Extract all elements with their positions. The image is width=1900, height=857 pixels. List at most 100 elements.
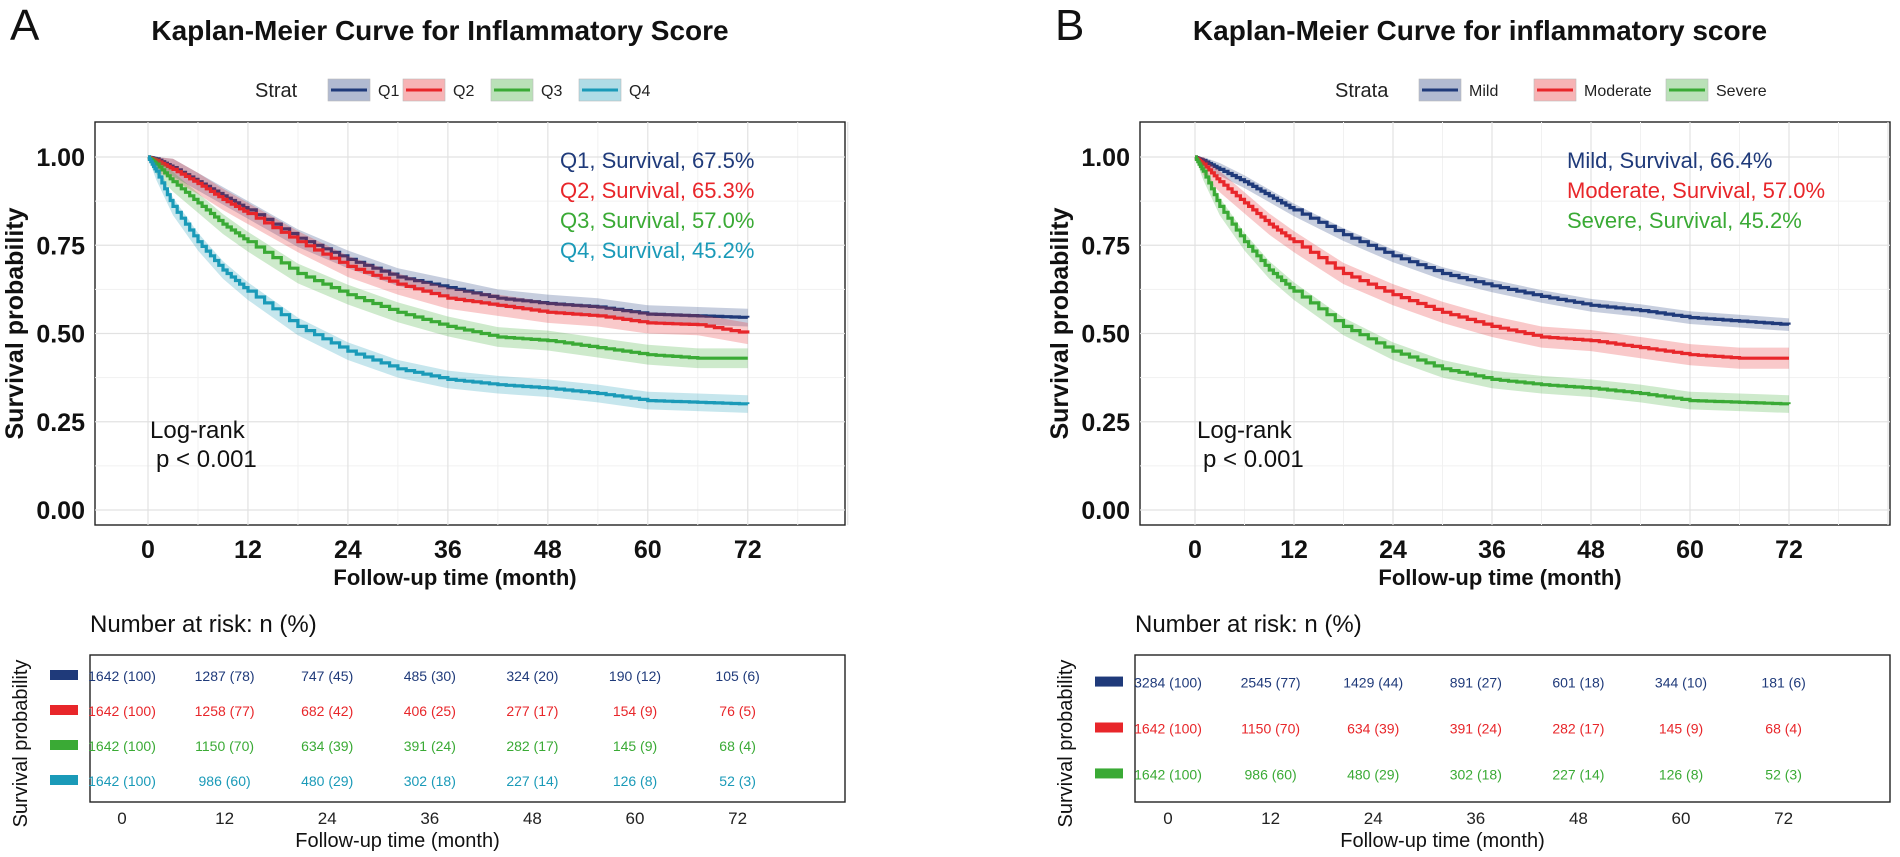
risk-x-tick-label: 12 <box>215 809 234 828</box>
risk-y-axis-label: Survival probability <box>1055 660 1077 828</box>
risk-cell: 1642 (100) <box>1134 721 1202 737</box>
survival-curve-mild <box>1194 155 1791 326</box>
risk-cell: 601 (18) <box>1552 675 1604 691</box>
logrank-pvalue: p < 0.001 <box>1203 446 1304 473</box>
survival-annotation: Q2, Survival, 65.3% <box>560 178 754 203</box>
survival-annotation: Mild, Survival, 66.4% <box>1567 148 1772 173</box>
survival-annotation: Moderate, Survival, 57.0% <box>1567 178 1825 203</box>
risk-table-title: Number at risk: n (%) <box>1135 611 1362 638</box>
x-tick-label: 12 <box>1280 536 1308 564</box>
risk-cell: 391 (24) <box>404 738 456 754</box>
risk-x-tick-label: 24 <box>1364 809 1383 828</box>
risk-x-tick-label: 48 <box>523 809 542 828</box>
risk-row-color-key <box>50 775 78 785</box>
risk-cell: 485 (30) <box>404 668 456 684</box>
risk-cell: 277 (17) <box>506 703 558 719</box>
y-tick-label: 0.00 <box>1081 497 1130 525</box>
risk-cell: 1429 (44) <box>1343 675 1403 691</box>
x-tick-label: 48 <box>534 536 562 564</box>
x-tick-label: 72 <box>1775 536 1803 564</box>
risk-table-frame <box>89 654 846 803</box>
survival-annotation: Q3, Survival, 57.0% <box>560 208 754 233</box>
risk-cell: 634 (39) <box>301 738 353 754</box>
risk-row-color-key <box>50 740 78 750</box>
risk-cell: 634 (39) <box>1347 721 1399 737</box>
risk-x-tick-label: 60 <box>626 809 645 828</box>
risk-table-frame <box>1134 654 1891 803</box>
chart-title: Kaplan-Meier Curve for Inflammatory Scor… <box>151 15 728 46</box>
y-tick-label: 0.00 <box>36 497 85 525</box>
risk-cell: 1642 (100) <box>88 773 156 789</box>
x-tick-label: 48 <box>1577 536 1605 564</box>
risk-row-color-key <box>50 705 78 715</box>
chart-title: Kaplan-Meier Curve for inflammatory scor… <box>1193 15 1767 46</box>
legend-label: Q2 <box>453 83 474 100</box>
risk-x-tick-label: 36 <box>420 809 439 828</box>
risk-cell: 126 (8) <box>613 773 657 789</box>
risk-cell: 891 (27) <box>1450 675 1502 691</box>
y-tick-label: 1.00 <box>36 144 85 172</box>
legend-label: Q3 <box>541 83 562 100</box>
risk-cell: 68 (4) <box>1765 721 1802 737</box>
y-tick-label: 0.75 <box>36 232 85 260</box>
logrank-label: Log-rank <box>150 417 246 444</box>
risk-cell: 682 (42) <box>301 703 353 719</box>
risk-cell: 145 (9) <box>613 738 657 754</box>
legend-label: Severe <box>1716 83 1767 100</box>
x-axis-label: Follow-up time (month) <box>333 565 576 590</box>
risk-cell: 406 (25) <box>404 703 456 719</box>
risk-cell: 154 (9) <box>613 703 657 719</box>
risk-cell: 282 (17) <box>506 738 558 754</box>
risk-row-color-key <box>1095 768 1123 779</box>
y-tick-label: 0.50 <box>36 321 85 349</box>
risk-cell: 2545 (77) <box>1241 675 1301 691</box>
legend-title: Strat <box>255 80 298 102</box>
legend-label: Q4 <box>629 83 650 100</box>
x-tick-label: 60 <box>1676 536 1704 564</box>
risk-cell: 747 (45) <box>301 668 353 684</box>
survival-curve-q2 <box>147 155 750 334</box>
risk-cell: 1642 (100) <box>88 703 156 719</box>
x-tick-label: 72 <box>734 536 762 564</box>
risk-cell: 1642 (100) <box>88 668 156 684</box>
risk-cell: 282 (17) <box>1552 721 1604 737</box>
risk-cell: 344 (10) <box>1655 675 1707 691</box>
risk-cell: 145 (9) <box>1659 721 1703 737</box>
risk-cell: 986 (60) <box>199 773 251 789</box>
risk-cell: 1150 (70) <box>195 738 254 754</box>
risk-cell: 181 (6) <box>1761 675 1805 691</box>
risk-cell: 52 (3) <box>719 773 756 789</box>
survival-curve-q3 <box>147 155 748 360</box>
survival-curve-q4 <box>147 155 750 406</box>
x-tick-label: 36 <box>1478 536 1506 564</box>
survival-curve-severe <box>1194 155 1791 406</box>
risk-cell: 480 (29) <box>1347 766 1399 782</box>
y-tick-label: 0.50 <box>1081 321 1130 349</box>
panel-a-letter: A <box>10 1 40 50</box>
survival-curve-moderate <box>1194 155 1789 360</box>
x-tick-label: 0 <box>141 536 155 564</box>
risk-cell: 1150 (70) <box>1241 721 1300 737</box>
risk-x-axis-label: Follow-up time (month) <box>1340 830 1545 852</box>
risk-cell: 391 (24) <box>1450 721 1502 737</box>
risk-x-tick-label: 60 <box>1672 809 1691 828</box>
x-tick-label: 0 <box>1188 536 1202 564</box>
risk-cell: 227 (14) <box>1552 766 1604 782</box>
risk-cell: 68 (4) <box>719 738 756 754</box>
risk-cell: 1258 (77) <box>195 703 255 719</box>
risk-cell: 190 (12) <box>609 668 661 684</box>
legend-title: Strata <box>1335 80 1389 102</box>
risk-cell: 986 (60) <box>1245 766 1297 782</box>
risk-x-axis-label: Follow-up time (month) <box>295 830 500 852</box>
y-tick-label: 0.25 <box>36 409 85 437</box>
risk-row-color-key <box>1095 676 1123 687</box>
risk-cell: 227 (14) <box>506 773 558 789</box>
panel-b-letter: B <box>1055 1 1084 50</box>
y-tick-label: 0.25 <box>1081 409 1130 437</box>
panel-a: A Kaplan-Meier Curve for Inflammatory Sc… <box>1 1 849 852</box>
risk-x-tick-label: 24 <box>318 809 337 828</box>
x-tick-label: 60 <box>634 536 662 564</box>
risk-x-tick-label: 12 <box>1261 809 1280 828</box>
risk-cell: 126 (8) <box>1659 766 1703 782</box>
